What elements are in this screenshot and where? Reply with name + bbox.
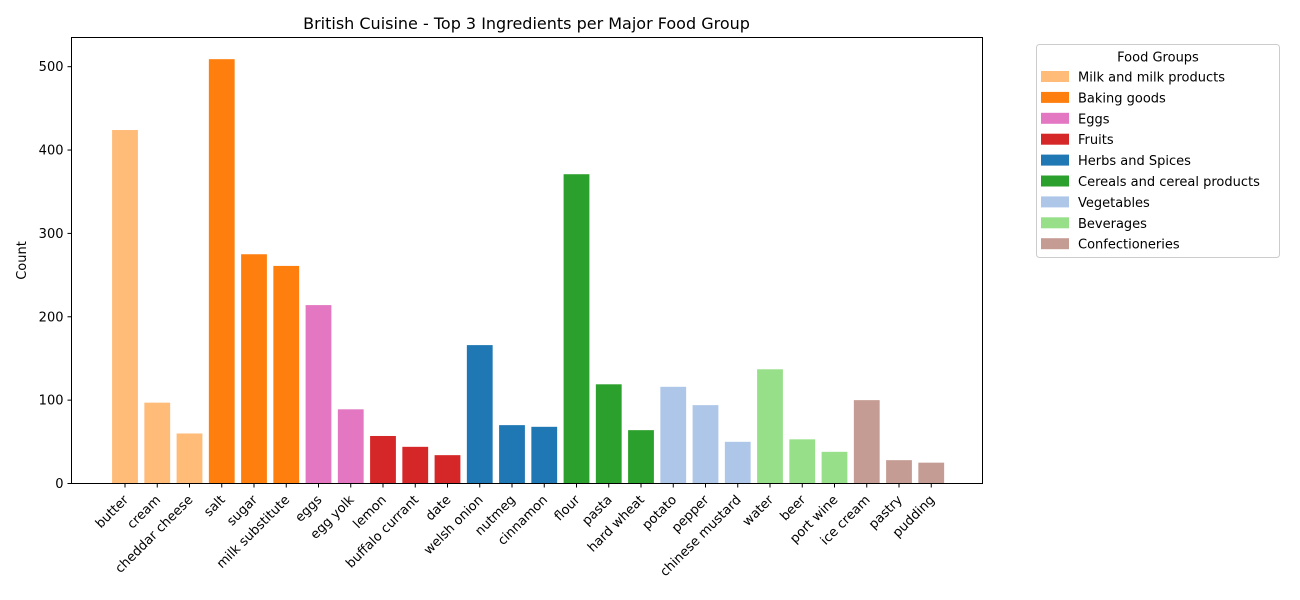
bar-welsh-onion	[466, 345, 493, 484]
legend: Food Groups Milk and milk products Baking…	[1036, 44, 1280, 258]
legend-swatch	[1041, 217, 1069, 229]
bar-pastry	[886, 460, 912, 484]
y-tick-label: 300	[39, 227, 64, 242]
legend-swatch	[1041, 71, 1069, 82]
legend-swatch	[1041, 133, 1069, 145]
legend-swatch	[1041, 112, 1069, 124]
x-tick-label: salt	[201, 493, 228, 520]
bar-milk-substitute	[273, 265, 300, 484]
bar-eggs	[305, 305, 332, 484]
chart-title: British Cuisine - Top 3 Ingredients per …	[303, 14, 750, 33]
legend-label: Confectioneries	[1078, 238, 1180, 253]
legend-label: Herbs and Spices	[1078, 154, 1191, 169]
legend-swatch	[1041, 175, 1069, 187]
x-tick-label: flour	[552, 492, 584, 524]
bar-cheddar-cheese	[176, 433, 203, 484]
bar-egg-yolk	[337, 409, 364, 484]
bar-beer	[789, 439, 816, 484]
bar-pasta	[595, 384, 622, 484]
legend-label: Beverages	[1078, 217, 1147, 232]
legend-label: Eggs	[1078, 112, 1110, 127]
bar-chinese-mustard	[724, 441, 751, 484]
y-tick-label: 500	[39, 60, 64, 75]
bar-flour	[563, 174, 590, 484]
bar-nutmeg	[499, 425, 525, 484]
bar-pudding	[918, 462, 945, 484]
legend-frame	[1036, 44, 1280, 258]
legend-swatch	[1041, 238, 1069, 250]
legend-label: Milk and milk products	[1078, 71, 1225, 86]
legend-label: Cereals and cereal products	[1078, 175, 1260, 190]
bar-salt	[208, 59, 235, 484]
bar-pepper	[692, 405, 719, 484]
bar-lemon	[370, 435, 396, 484]
bar-butter	[112, 130, 138, 484]
bar-buffalo-currant	[402, 446, 429, 484]
bar-potato	[660, 386, 687, 484]
legend-items: Milk and milk products Baking goods Eggs Fr…	[1041, 71, 1260, 253]
y-tick-label: 200	[39, 310, 64, 325]
bar-water	[757, 369, 783, 484]
y-axis: 0 100 200 300 400 500	[39, 60, 72, 492]
bar-port-wine	[821, 451, 848, 484]
bar-sugar	[241, 254, 267, 484]
legend-swatch	[1041, 91, 1069, 103]
bar-date	[434, 455, 461, 484]
legend-swatch	[1041, 196, 1069, 208]
legend-label: Baking goods	[1078, 91, 1166, 106]
bar-ice-cream	[853, 400, 880, 484]
legend-title: Food Groups	[1117, 51, 1199, 66]
x-tick-label: butter	[93, 492, 132, 531]
legend-swatch	[1041, 154, 1069, 166]
y-tick-label: 400	[39, 144, 64, 159]
plot-frame	[71, 37, 983, 484]
bar-cream	[144, 402, 171, 484]
bar-cinnamon	[531, 426, 558, 484]
x-tick-label: water	[740, 492, 777, 529]
y-tick-label: 0	[55, 477, 63, 492]
legend-label: Fruits	[1078, 133, 1114, 148]
bar-hard-wheat	[628, 430, 654, 484]
y-tick-label: 100	[39, 394, 64, 409]
legend-label: Vegetables	[1078, 196, 1150, 211]
bars-layer	[112, 59, 945, 484]
y-axis-label: Count	[15, 241, 30, 280]
